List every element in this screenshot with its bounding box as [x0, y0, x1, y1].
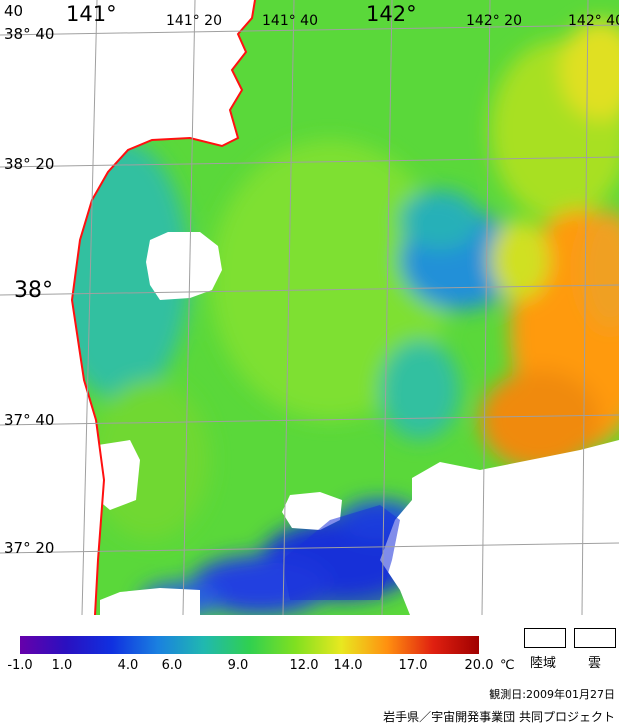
colorbar-tick: 4.0 [117, 658, 139, 673]
colorbar-tick: -1.0 [7, 658, 33, 673]
temperature-unit: ℃ [500, 658, 515, 673]
colorbar-tick: 6.0 [161, 658, 183, 673]
lat-label-38-20: 38° 20 [4, 155, 55, 173]
lat-label-38-40: 38° 40 [4, 25, 55, 43]
observation-date: 観測日:2009年01月27日 [489, 688, 615, 701]
colorbar-tick: 12.0 [289, 658, 319, 673]
cloud-legend-label: 雲 [588, 656, 602, 671]
lon-label-141-40: 141° 40 [262, 13, 318, 29]
lon-label-142-40: 142° 40 [568, 13, 619, 29]
land-legend-label: 陸域 [530, 656, 557, 671]
land-legend-swatch [524, 628, 566, 648]
colorbar-tick: 1.0 [51, 658, 73, 673]
colorbar-tick: 9.0 [227, 658, 249, 673]
cloud-patch [380, 440, 619, 615]
lon-label-142: 142° [366, 2, 417, 26]
sea-temperature-map [0, 0, 619, 615]
lat-label-37-20: 37° 20 [4, 539, 55, 557]
cloud-patch [282, 492, 342, 530]
colorbar-tick: 14.0 [333, 658, 363, 673]
lat-label-38: 38° [14, 278, 53, 303]
graticule [0, 0, 619, 615]
lon-label-142-20: 142° 20 [466, 13, 522, 29]
credit-line: 岩手県／宇宙開発事業団 共同プロジェクト [383, 710, 615, 724]
colorbar-tick: 20.0 [464, 658, 494, 673]
cloud-patch [98, 440, 140, 510]
coastline [70, 0, 256, 615]
colorbar-tick: 17.0 [398, 658, 428, 673]
lon-label-141-20: 141° 20 [166, 13, 222, 29]
lat-label-37-40: 37° 40 [4, 411, 55, 429]
map-corner-label: 40 [4, 2, 24, 20]
cloud-legend-swatch [574, 628, 616, 648]
lon-label-141: 141° [66, 2, 117, 26]
temperature-colorbar [20, 636, 479, 654]
cloud-patch [100, 588, 200, 615]
cloud-patch [146, 232, 222, 300]
